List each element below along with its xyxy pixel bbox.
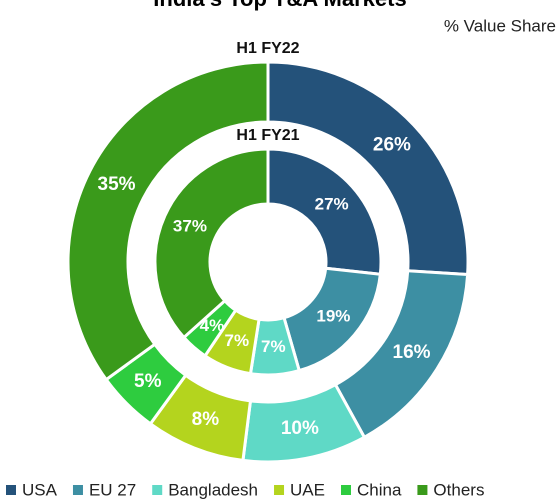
data-label: 8%	[192, 409, 220, 430]
legend-label: EU 27	[89, 480, 136, 499]
legend-swatch	[417, 485, 428, 495]
legend-swatch	[6, 485, 16, 495]
ring-label: H1 FY22	[236, 40, 299, 57]
legend-swatch	[152, 485, 163, 495]
data-label: 37%	[173, 217, 207, 236]
donut-segment	[266, 147, 383, 276]
data-label: 26%	[373, 135, 411, 156]
legend-swatch	[341, 485, 351, 495]
data-label: 4%	[200, 316, 225, 335]
legend-swatch	[72, 485, 83, 495]
ring-label: H1 FY21	[236, 127, 299, 144]
data-label: 35%	[98, 174, 136, 195]
donut-segment	[153, 147, 270, 340]
chart-subtitle: % Value Share	[444, 16, 556, 35]
data-label: 19%	[316, 307, 350, 326]
legend-label: USA	[22, 480, 58, 499]
data-label: 27%	[315, 194, 349, 213]
legend-swatch	[274, 485, 285, 495]
legend-label: Others	[433, 480, 484, 499]
data-label: 5%	[134, 371, 162, 392]
data-label: 10%	[281, 418, 319, 439]
donut-segment	[282, 266, 382, 373]
chart-title: India's Top T&A Markets	[153, 0, 406, 11]
data-label: 16%	[393, 342, 431, 363]
legend-label: China	[357, 480, 402, 499]
legend-label: Bangladesh	[168, 480, 258, 499]
data-label: 7%	[225, 331, 250, 350]
data-label: 7%	[261, 337, 286, 356]
donut-segment	[66, 60, 270, 382]
legend-label: UAE	[290, 480, 325, 499]
